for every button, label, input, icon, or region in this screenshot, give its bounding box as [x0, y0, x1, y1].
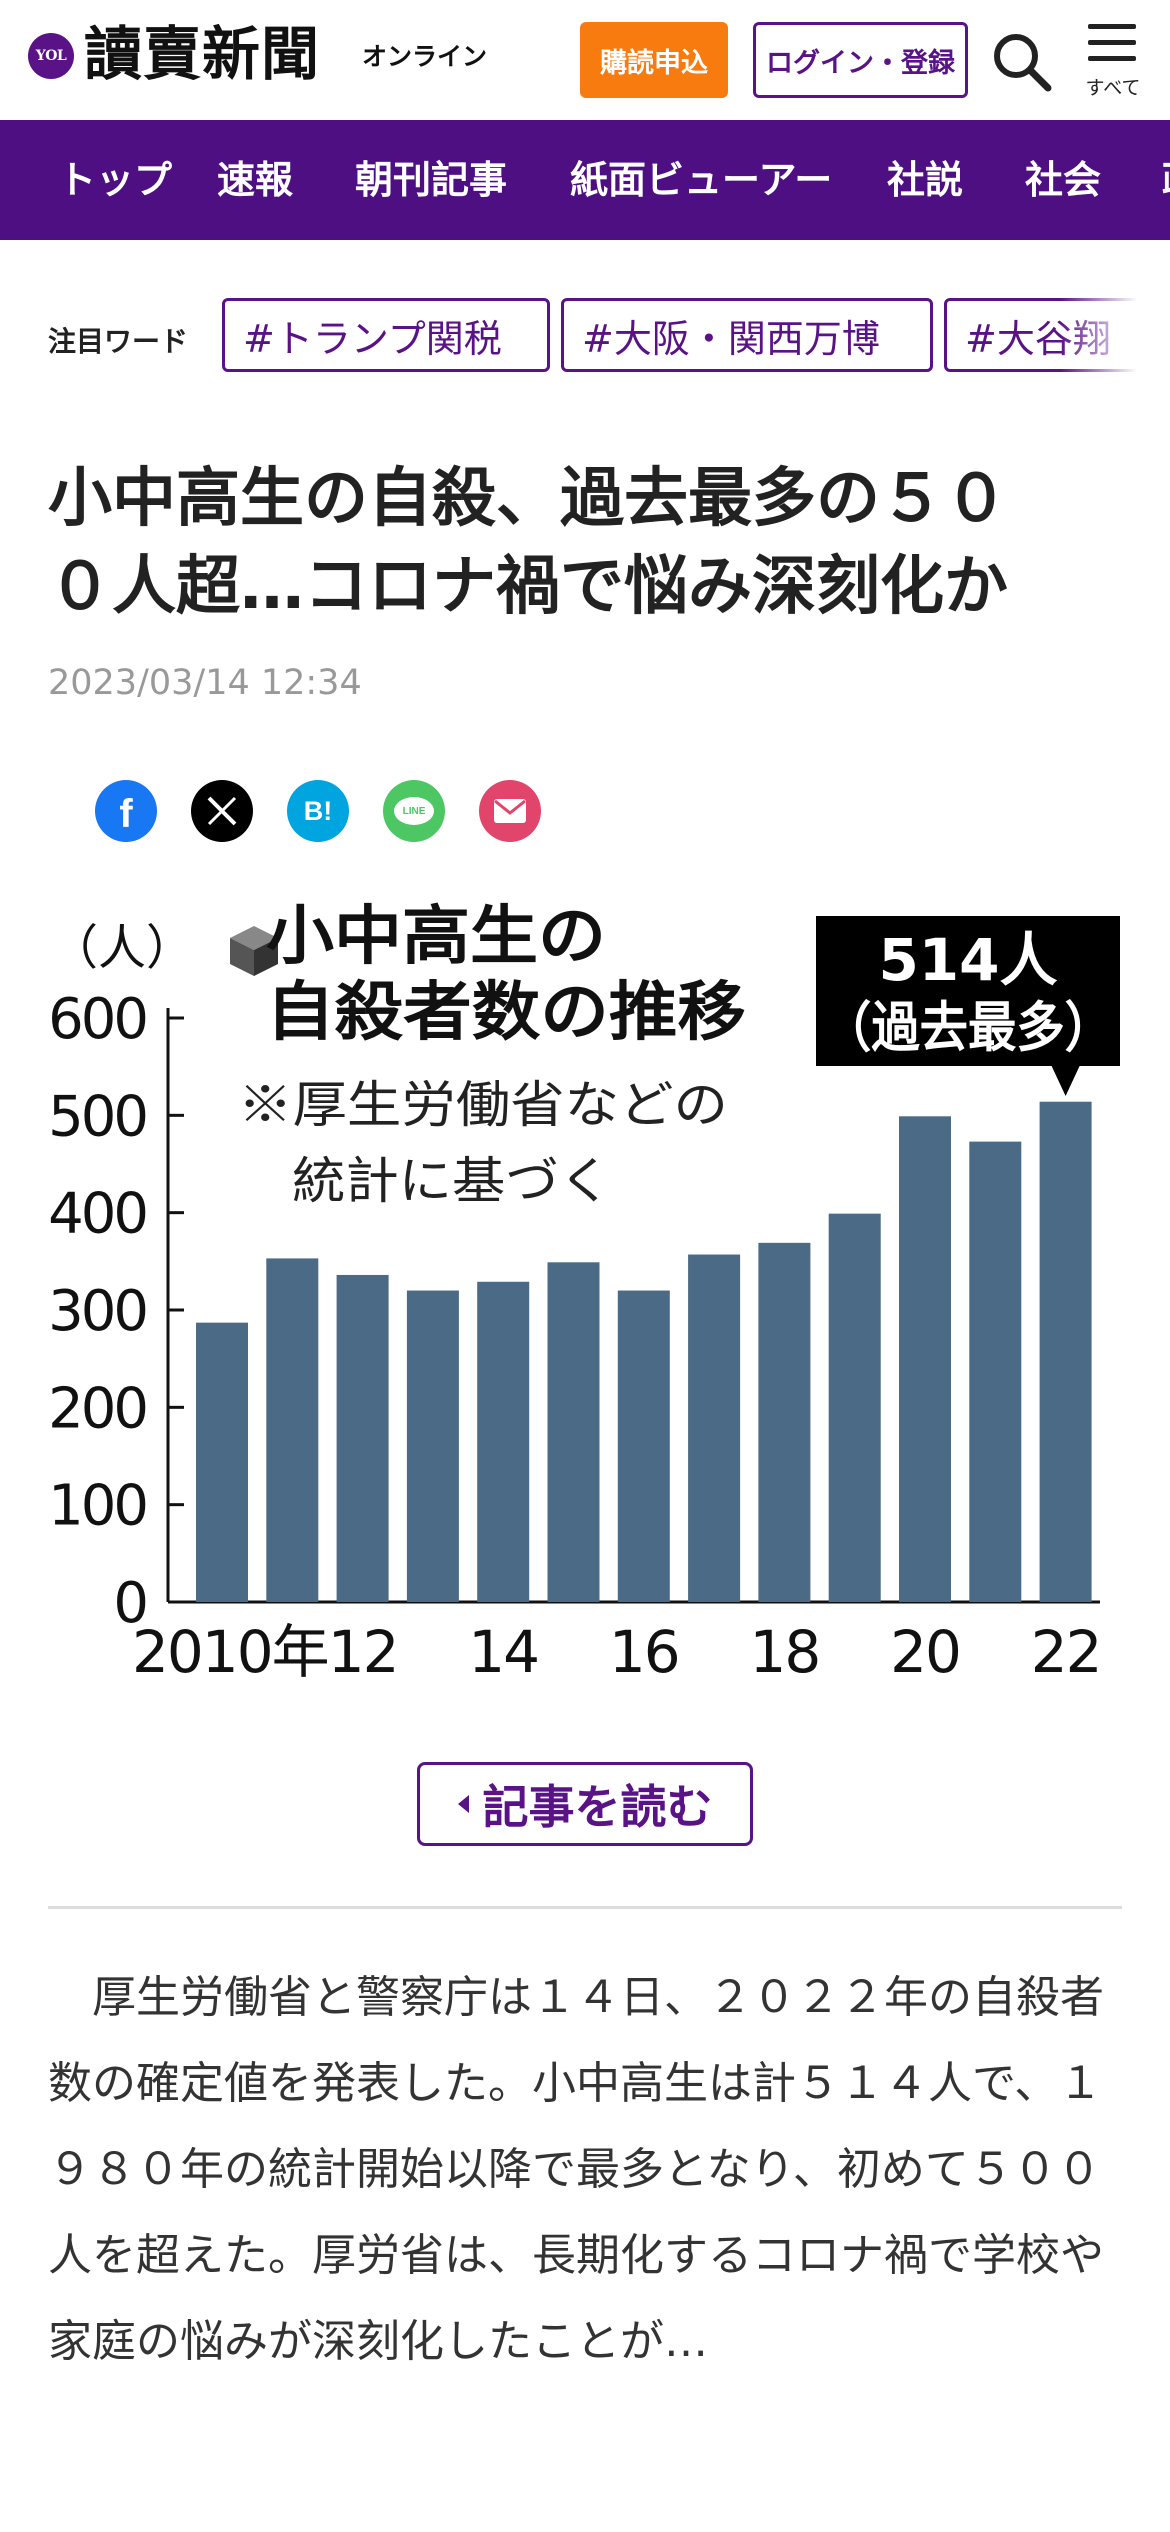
chart-note-line-1: ※厚生労働省などの [238, 1076, 728, 1134]
chart-note-line-2: 統計に基づく [292, 1152, 612, 1210]
callout-box [816, 916, 1120, 1066]
callout-note: （過去最多） [823, 996, 1113, 1059]
y-tick-label: 300 [48, 1279, 146, 1344]
y-tick-label: 200 [48, 1376, 146, 1441]
article-body: 厚生労働省と警察庁は１４日、２０２２年の自殺者数の確定値を発表した。小中高生は計… [48, 1972, 1104, 2367]
chart-bar [617, 1290, 670, 1602]
suicide-trend-chart: （人） 600 500 400 300 200 100 0 2010年 12 14 16 18 20 22 小… [40, 900, 1130, 1700]
chart-bar [969, 1141, 1022, 1602]
nav-item-morning[interactable]: 朝刊記事 [355, 158, 508, 202]
nav-item-editorial[interactable]: 社説 [887, 158, 964, 202]
chart-bar [196, 1322, 248, 1602]
read-article-label: 記事を読む [482, 1780, 713, 1834]
facebook-share-icon[interactable]: f [95, 780, 157, 842]
chart-bar [1039, 1101, 1092, 1602]
divider [48, 1906, 1122, 1909]
login-button[interactable]: ログイン・登録 [753, 22, 968, 98]
trending-tag[interactable]: #トランプ関税 [222, 298, 550, 372]
headline-line-1: 小中高生の自殺、過去最多の５０ [48, 462, 1008, 536]
nav-item-politics[interactable]: 政 [1162, 120, 1170, 240]
nav-item-top[interactable]: トップ [58, 158, 173, 202]
read-article-button[interactable]: 記事を読む [417, 1762, 753, 1846]
logo-text[interactable]: 讀賣新聞 [84, 20, 321, 88]
chart-bar [266, 1258, 319, 1602]
headline-line-2: ０人超…コロナ禍で悩み深刻化か [48, 550, 1008, 624]
x-tick-label: 16 [609, 1618, 679, 1686]
callout-pointer [1051, 1066, 1080, 1096]
chart-bar [406, 1290, 459, 1602]
trending-words: 注目ワード #トランプ関税 #大阪・関西万博 #大谷翔 [0, 296, 1170, 376]
cube-icon [230, 926, 278, 976]
nav-item-breaking[interactable]: 速報 [217, 158, 294, 202]
chart-bar [477, 1281, 530, 1602]
x-tick-label: 12 [328, 1618, 398, 1686]
nav-item-society[interactable]: 社会 [1025, 158, 1102, 202]
chart-title-line-1: 小中高生の [266, 900, 606, 974]
chart-bar [547, 1262, 600, 1602]
chart-bar [828, 1213, 881, 1602]
line-share-icon[interactable]: LINE [383, 780, 445, 842]
logo-mark[interactable]: YOL [28, 33, 74, 79]
search-icon[interactable] [990, 30, 1054, 94]
site-header: YOL 讀賣新聞 オンライン 購読申込 ログイン・登録 すべて [0, 0, 1170, 120]
chart-bar [758, 1242, 811, 1602]
callout-value: 514人 [878, 926, 1057, 994]
x-tick-label: 2010年 [132, 1618, 328, 1686]
y-tick-label: 500 [48, 1084, 146, 1149]
article-timestamp: 2023/03/14 12:34 [48, 663, 362, 703]
trending-label: 注目ワード [48, 325, 189, 358]
chart-bar [899, 1116, 951, 1602]
trending-tag[interactable]: #大阪・関西万博 [561, 298, 933, 372]
menu-icon[interactable]: すべて [1080, 20, 1146, 100]
y-tick-label: 0 [113, 1571, 146, 1636]
x-tick-label: 20 [890, 1618, 960, 1686]
logo-sub: オンライン [362, 42, 488, 71]
chart-bar [688, 1254, 741, 1602]
chart-title-line-2: 自殺者数の推移 [266, 976, 746, 1050]
nav-item-viewer[interactable]: 紙面ビューアー [570, 158, 833, 202]
y-tick-label: 600 [48, 987, 146, 1052]
y-tick-label: 400 [48, 1182, 146, 1247]
hatena-bookmark-icon[interactable]: B! [287, 780, 349, 842]
mail-share-icon[interactable] [479, 780, 541, 842]
chart-bar [336, 1274, 389, 1602]
subscribe-button[interactable]: 購読申込 [580, 22, 728, 98]
y-tick-label: 100 [48, 1474, 146, 1539]
x-share-icon[interactable] [191, 780, 253, 842]
main-nav: トップ 速報 朝刊記事 紙面ビューアー 社説 社会 政 [0, 120, 1170, 240]
x-tick-label: 22 [1031, 1618, 1101, 1686]
chevron-left-icon [457, 1795, 469, 1813]
menu-label: すべて [1085, 77, 1141, 99]
x-tick-label: 18 [749, 1618, 819, 1686]
article-headline: 小中高生の自殺、過去最多の５０ ０人超…コロナ禍で悩み深刻化か [48, 455, 1128, 631]
scroll-fade [1060, 296, 1170, 376]
x-tick-label: 14 [468, 1618, 538, 1686]
chart-unit-label: （人） [50, 920, 194, 976]
